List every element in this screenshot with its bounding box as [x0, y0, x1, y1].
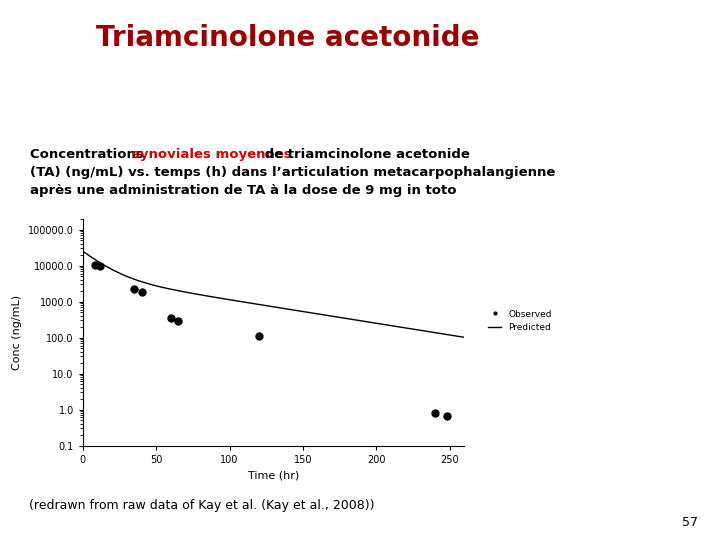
Text: de triamcinolone acetonide: de triamcinolone acetonide	[260, 148, 470, 161]
Text: (redrawn from raw data of Kay et al. (Kay et al., 2008)): (redrawn from raw data of Kay et al. (Ka…	[29, 500, 374, 512]
Text: 57: 57	[683, 516, 698, 529]
X-axis label: Time (hr): Time (hr)	[248, 470, 300, 480]
Text: après une administration de TA à la dose de 9 mg in toto: après une administration de TA à la dose…	[30, 184, 456, 197]
Text: (TA) (ng/mL) vs. temps (h) dans l’articulation metacarpophalangienne: (TA) (ng/mL) vs. temps (h) dans l’articu…	[30, 166, 555, 179]
Text: Concentrations: Concentrations	[30, 148, 148, 161]
Text: Triamcinolone acetonide: Triamcinolone acetonide	[96, 24, 480, 52]
Legend: Observed, Predicted: Observed, Predicted	[484, 306, 556, 336]
Text: synoviales moyennes: synoviales moyennes	[132, 148, 292, 161]
Y-axis label: Conc (ng/mL): Conc (ng/mL)	[12, 294, 22, 370]
